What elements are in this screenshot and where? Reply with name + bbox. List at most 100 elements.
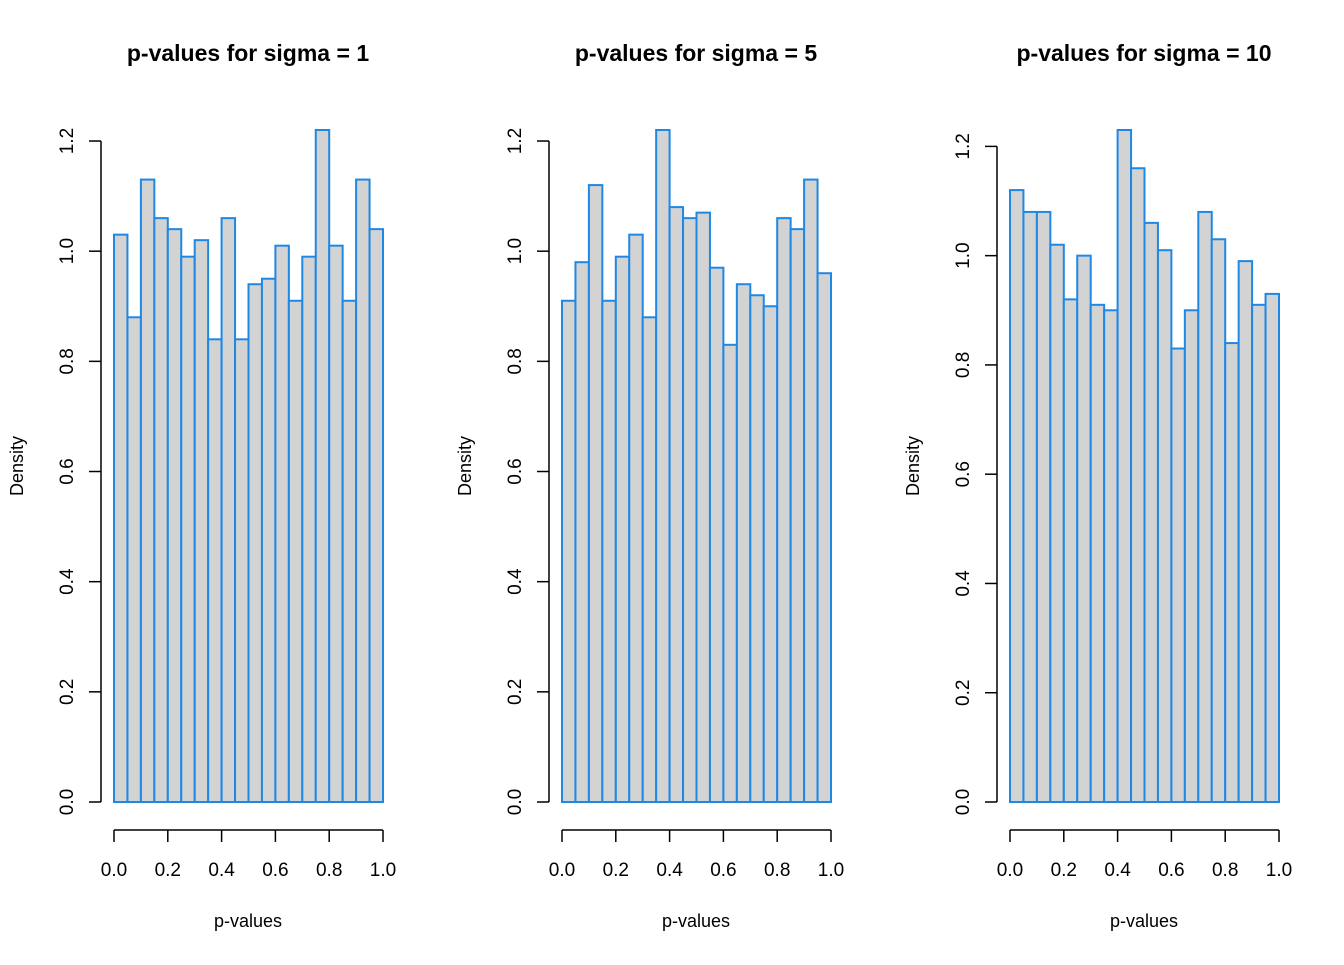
- x-tick-label: 0.6: [710, 860, 736, 881]
- y-tick-label: 0.0: [57, 789, 78, 815]
- histogram-bar: [1049, 243, 1065, 804]
- x-axis-label: p-values: [662, 911, 730, 931]
- x-axis: 0.0 0.2 0.4 0.6 0.8 1.0: [997, 829, 1292, 881]
- x-tick-label: 1.0: [818, 860, 844, 881]
- histogram-bar: [816, 272, 832, 803]
- histogram-bar: [207, 338, 223, 803]
- x-tick-label: 0.4: [656, 860, 683, 881]
- x-tick-label: 0.2: [1051, 860, 1077, 881]
- x-tick-label: 0.4: [208, 860, 235, 881]
- histogram-bar: [368, 228, 384, 804]
- x-axis-label: p-values: [1110, 911, 1178, 931]
- y-tick-label: 1.0: [57, 238, 78, 264]
- histogram-bar: [355, 178, 371, 803]
- y-tick-label: 1.2: [953, 133, 974, 159]
- x-axis: 0.0 0.2 0.4 0.6 0.8 1.0: [101, 829, 396, 881]
- y-tick-label: 0.4: [57, 568, 78, 595]
- x-tick-label: 0.8: [316, 860, 342, 881]
- histogram-bars: [1009, 129, 1281, 804]
- y-tick-label: 0.8: [953, 352, 974, 378]
- histogram-bar: [803, 178, 819, 803]
- histogram-bar: [574, 261, 590, 803]
- histogram-bar: [749, 294, 765, 803]
- histogram-bar: [113, 233, 129, 803]
- histogram-bars: [113, 129, 384, 804]
- x-tick-label: 1.0: [1266, 860, 1292, 881]
- histogram-bar: [614, 255, 631, 803]
- histogram-bar: [166, 228, 183, 804]
- panel-sigma-5: p-values for sigma = 5 0.0 0.2 0.4 0.6 0.8 1.…: [455, 40, 844, 931]
- histogram-bar: [341, 299, 358, 803]
- y-tick-label: 0.8: [57, 348, 78, 374]
- histogram-bar: [735, 283, 752, 804]
- histogram-bar: [1156, 249, 1173, 803]
- y-tick-label: 1.0: [953, 242, 974, 268]
- histogram-bar: [1210, 238, 1227, 803]
- x-tick-label: 0.6: [262, 860, 288, 881]
- histogram-bar: [628, 233, 644, 803]
- y-tick-label: 0.4: [505, 568, 526, 595]
- histogram-bar: [328, 244, 344, 804]
- histogram-bar: [789, 228, 806, 804]
- histogram-bar: [1103, 309, 1119, 803]
- x-tick-label: 0.8: [1212, 860, 1238, 881]
- panel-title: p-values for sigma = 5: [575, 40, 817, 66]
- histogram-bar: [601, 299, 617, 803]
- histogram-bar: [708, 266, 725, 804]
- y-tick-label: 0.6: [953, 461, 974, 487]
- histogram-bar: [722, 343, 738, 803]
- y-tick-label: 0.8: [505, 348, 526, 374]
- y-tick-label: 0.0: [953, 789, 974, 815]
- y-axis-label: Density: [903, 436, 923, 496]
- histogram-bar: [1224, 342, 1240, 803]
- x-tick-label: 0.6: [1158, 860, 1184, 881]
- histogram-bar: [1035, 210, 1052, 803]
- histogram-bar: [1062, 298, 1079, 803]
- histogram-bars: [561, 129, 832, 804]
- histogram-bar: [301, 255, 317, 803]
- histogram-bar: [1143, 221, 1159, 803]
- y-tick-label: 0.2: [953, 680, 974, 706]
- x-tick-label: 0.0: [549, 860, 575, 881]
- histogram-bar: [126, 316, 142, 803]
- histogram-bar: [655, 129, 671, 803]
- histogram-bar: [139, 178, 156, 803]
- histogram-bar: [1089, 303, 1106, 803]
- y-tick-label: 1.0: [505, 238, 526, 264]
- histogram-bar: [1170, 347, 1186, 803]
- histogram-bar: [1116, 129, 1133, 803]
- panel-sigma-10: p-values for sigma = 10 0.0 0.2 0.4 0.6 0.8 1…: [903, 40, 1292, 931]
- x-tick-label: 0.2: [155, 860, 181, 881]
- x-tick-label: 0.4: [1104, 860, 1131, 881]
- y-axis-label: Density: [7, 436, 27, 496]
- histogram-bar: [762, 305, 779, 803]
- histogram-bar: [668, 206, 685, 804]
- histogram-bar: [1237, 260, 1254, 803]
- y-tick-label: 0.2: [505, 679, 526, 705]
- histogram-bar: [1251, 303, 1267, 803]
- y-tick-label: 0.0: [505, 789, 526, 815]
- x-tick-label: 0.2: [603, 860, 629, 881]
- histogram-bar: [220, 217, 237, 803]
- histogram-bar: [561, 299, 577, 803]
- histogram-bar: [260, 277, 277, 803]
- histogram-bar: [1076, 254, 1092, 804]
- y-tick-label: 0.2: [57, 679, 78, 705]
- histogram-bar: [180, 255, 196, 803]
- histogram-bar: [274, 244, 290, 804]
- panel-title: p-values for sigma = 10: [1016, 40, 1271, 66]
- panel-sigma-1: p-values for sigma = 1 0.0 0.2 0.4 0.6 0.8 1.…: [7, 40, 396, 931]
- histogram-bar: [287, 299, 304, 803]
- y-axis: 0.0 0.2 0.4 0.6 0.8 1.0 1.2: [57, 128, 102, 815]
- panel-title: p-values for sigma = 1: [127, 40, 369, 66]
- y-tick-label: 0.6: [505, 458, 526, 484]
- y-tick-label: 1.2: [505, 128, 526, 154]
- y-tick-label: 1.2: [57, 128, 78, 154]
- histogram-bar: [153, 217, 169, 803]
- histogram-bar: [682, 217, 698, 803]
- y-axis: 0.0 0.2 0.4 0.6 0.8 1.0 1.2: [953, 133, 998, 815]
- y-axis: 0.0 0.2 0.4 0.6 0.8 1.0 1.2: [505, 128, 550, 815]
- x-axis-label: p-values: [214, 911, 282, 931]
